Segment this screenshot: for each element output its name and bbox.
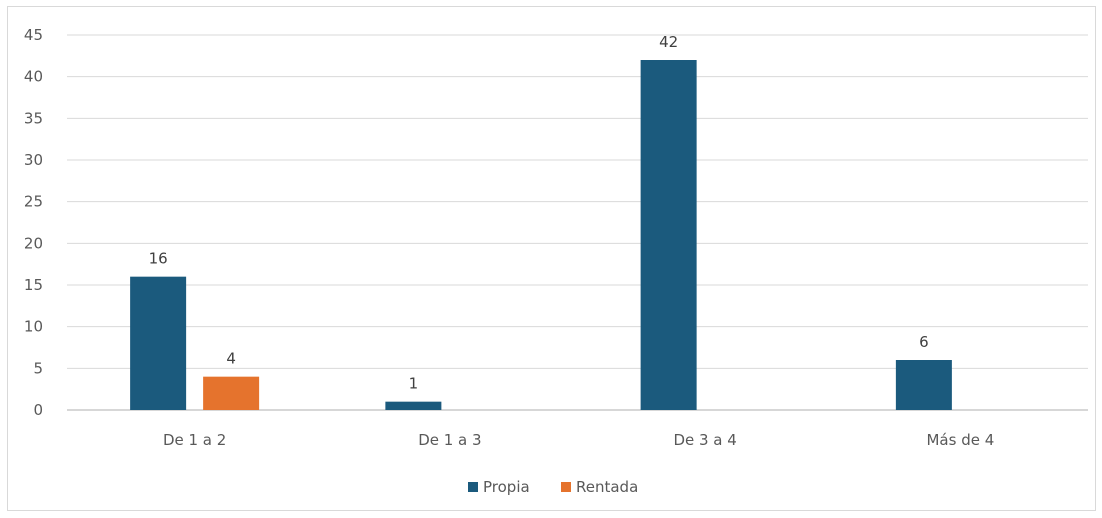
y-tick-label: 45 xyxy=(24,26,43,44)
x-axis: De 1 a 2 De 1 a 3 De 3 a 4 Más de 4 xyxy=(163,431,994,449)
bar-propia-4 xyxy=(895,360,952,410)
data-label: 6 xyxy=(919,333,929,351)
x-tick-label: De 1 a 2 xyxy=(163,431,226,449)
y-tick-label: 25 xyxy=(24,193,43,211)
legend-swatch-rentada xyxy=(561,482,571,492)
bar-propia-1 xyxy=(130,276,187,410)
x-tick-label: De 3 a 4 xyxy=(673,431,736,449)
bars xyxy=(130,60,952,410)
legend: Propia Rentada xyxy=(468,478,638,496)
legend-label-rentada: Rentada xyxy=(576,478,638,496)
data-label: 1 xyxy=(409,375,419,393)
bar-propia-3 xyxy=(640,60,697,410)
gridlines xyxy=(67,34,1088,411)
data-label: 42 xyxy=(659,33,678,51)
y-tick-label: 10 xyxy=(24,318,43,336)
y-tick-label: 20 xyxy=(24,234,43,252)
y-tick-label: 35 xyxy=(24,109,43,127)
x-tick-label: Más de 4 xyxy=(926,431,994,449)
x-tick-label: De 1 a 3 xyxy=(418,431,481,449)
y-tick-label: 30 xyxy=(24,151,43,169)
chart-frame xyxy=(7,6,1096,511)
y-tick-label: 40 xyxy=(24,68,43,86)
y-axis: 0 5 10 15 20 25 30 35 40 45 xyxy=(24,26,43,419)
bar-propia-2 xyxy=(385,401,442,410)
legend-swatch-propia xyxy=(468,482,478,492)
data-label: 16 xyxy=(149,250,168,268)
legend-label-propia: Propia xyxy=(483,478,530,496)
y-tick-label: 0 xyxy=(33,401,43,419)
bar-rentada-1 xyxy=(203,376,260,410)
data-label: 4 xyxy=(226,350,236,368)
y-tick-label: 5 xyxy=(33,359,43,377)
data-labels: 16 4 1 42 6 xyxy=(149,33,929,393)
y-tick-label: 15 xyxy=(24,276,43,294)
